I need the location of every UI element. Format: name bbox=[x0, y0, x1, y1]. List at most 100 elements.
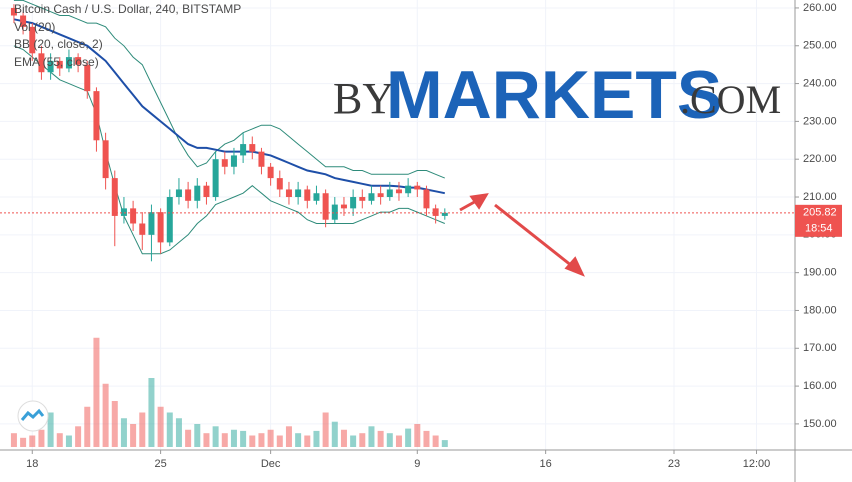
candle-body bbox=[148, 212, 155, 235]
y-tick-label: 250.00 bbox=[803, 40, 837, 52]
y-tick-label: 180.00 bbox=[803, 304, 837, 316]
volume-bar bbox=[304, 435, 311, 447]
candle-body bbox=[130, 208, 137, 224]
arrow-head bbox=[564, 256, 585, 277]
candle-body bbox=[368, 193, 375, 201]
volume-bar bbox=[423, 430, 430, 447]
grid bbox=[0, 0, 795, 450]
candle-body bbox=[240, 144, 247, 156]
volume-bar bbox=[139, 412, 146, 447]
volume-bar bbox=[166, 412, 173, 447]
volume-bar bbox=[322, 412, 329, 447]
bb-upper bbox=[13, 0, 445, 179]
volume-bar bbox=[295, 433, 302, 447]
y-tick-label: 230.00 bbox=[803, 115, 837, 127]
candle-body bbox=[139, 223, 146, 235]
volume-bar bbox=[75, 426, 82, 447]
candle-body bbox=[157, 212, 164, 243]
volume-bar bbox=[350, 435, 357, 447]
volume-bar bbox=[47, 412, 54, 447]
candle-body bbox=[194, 185, 201, 201]
volume-bar bbox=[359, 433, 366, 447]
y-tick-label: 210.00 bbox=[803, 191, 837, 203]
candle-body bbox=[423, 189, 430, 209]
volume-bar bbox=[212, 426, 219, 447]
candle-body bbox=[432, 208, 439, 216]
volume-bar bbox=[249, 435, 256, 447]
candle-body bbox=[322, 193, 329, 220]
candle-body bbox=[47, 60, 54, 73]
y-tick-label: 190.00 bbox=[803, 267, 837, 279]
volume-bar bbox=[386, 433, 393, 447]
volume-bar bbox=[340, 429, 347, 447]
x-tick-label: 16 bbox=[540, 458, 552, 470]
volume-bar bbox=[102, 383, 109, 447]
candle-body bbox=[313, 193, 320, 201]
volume-bar bbox=[285, 426, 292, 447]
volume-bar bbox=[157, 406, 164, 447]
candle-body bbox=[38, 53, 45, 73]
candle-body bbox=[75, 57, 82, 65]
watermark-com: .COM bbox=[680, 77, 781, 122]
candle-body bbox=[212, 159, 219, 198]
volume-bar bbox=[148, 378, 155, 447]
x-tick-label: 18 bbox=[26, 458, 38, 470]
volume-bar bbox=[10, 433, 17, 447]
indicator-label: BB (20, close, 2) bbox=[14, 37, 103, 51]
volume-bar bbox=[194, 424, 201, 447]
last-price-label: 205.82 bbox=[803, 207, 837, 219]
volume-bar bbox=[185, 429, 192, 447]
candle-body bbox=[230, 155, 237, 167]
chart-title: Bitcoin Cash / U.S. Dollar, 240, BITSTAM… bbox=[14, 2, 241, 16]
volume-bar bbox=[120, 418, 127, 447]
candle-body bbox=[304, 189, 311, 201]
candle-body bbox=[120, 208, 127, 216]
candle-body bbox=[185, 189, 192, 201]
volume-bar bbox=[240, 430, 247, 447]
x-tick-label: 23 bbox=[668, 458, 680, 470]
candle-body bbox=[377, 193, 384, 198]
y-tick-label: 260.00 bbox=[803, 2, 837, 14]
volume-bar bbox=[203, 433, 210, 447]
candle-body bbox=[285, 189, 292, 198]
volume-bar bbox=[377, 430, 384, 447]
volume-bar bbox=[230, 429, 237, 447]
candle-body bbox=[20, 15, 27, 27]
candle-body bbox=[29, 26, 36, 54]
volume-bar bbox=[331, 421, 338, 447]
volume-bar bbox=[84, 406, 91, 447]
candle-body bbox=[395, 189, 402, 194]
candle-body bbox=[359, 197, 366, 201]
y-tick-label: 220.00 bbox=[803, 153, 837, 165]
candle-body bbox=[276, 178, 283, 190]
x-tick-label: Dec bbox=[261, 458, 281, 470]
y-tick-label: 170.00 bbox=[803, 342, 837, 354]
candle-body bbox=[203, 185, 210, 198]
volume-bar bbox=[38, 429, 45, 447]
volume-bar bbox=[395, 435, 402, 447]
candle-body bbox=[267, 166, 274, 179]
watermark-by: BY bbox=[333, 74, 394, 123]
volume-bar bbox=[65, 435, 72, 447]
y-tick-label: 160.00 bbox=[803, 380, 837, 392]
volume-bar bbox=[368, 426, 375, 447]
candle-body bbox=[84, 64, 91, 92]
candle-body bbox=[386, 189, 393, 198]
ema-line bbox=[13, 18, 446, 195]
candle-body bbox=[65, 57, 72, 69]
candle-body bbox=[93, 91, 100, 141]
volume-bar bbox=[405, 428, 412, 447]
y-tick-label: 150.00 bbox=[803, 418, 837, 430]
indicator-label: Vol (20) bbox=[14, 20, 55, 34]
volume-bar bbox=[267, 429, 274, 447]
candle-body bbox=[350, 197, 357, 209]
volume-bar bbox=[111, 401, 118, 447]
volume-bar bbox=[93, 337, 100, 447]
plot bbox=[0, 0, 795, 447]
candle-body bbox=[258, 151, 265, 167]
candle-body bbox=[414, 185, 421, 190]
candle-body bbox=[102, 140, 109, 179]
watermark-markets: MARKETS bbox=[386, 57, 722, 133]
volume-bar bbox=[221, 433, 228, 447]
